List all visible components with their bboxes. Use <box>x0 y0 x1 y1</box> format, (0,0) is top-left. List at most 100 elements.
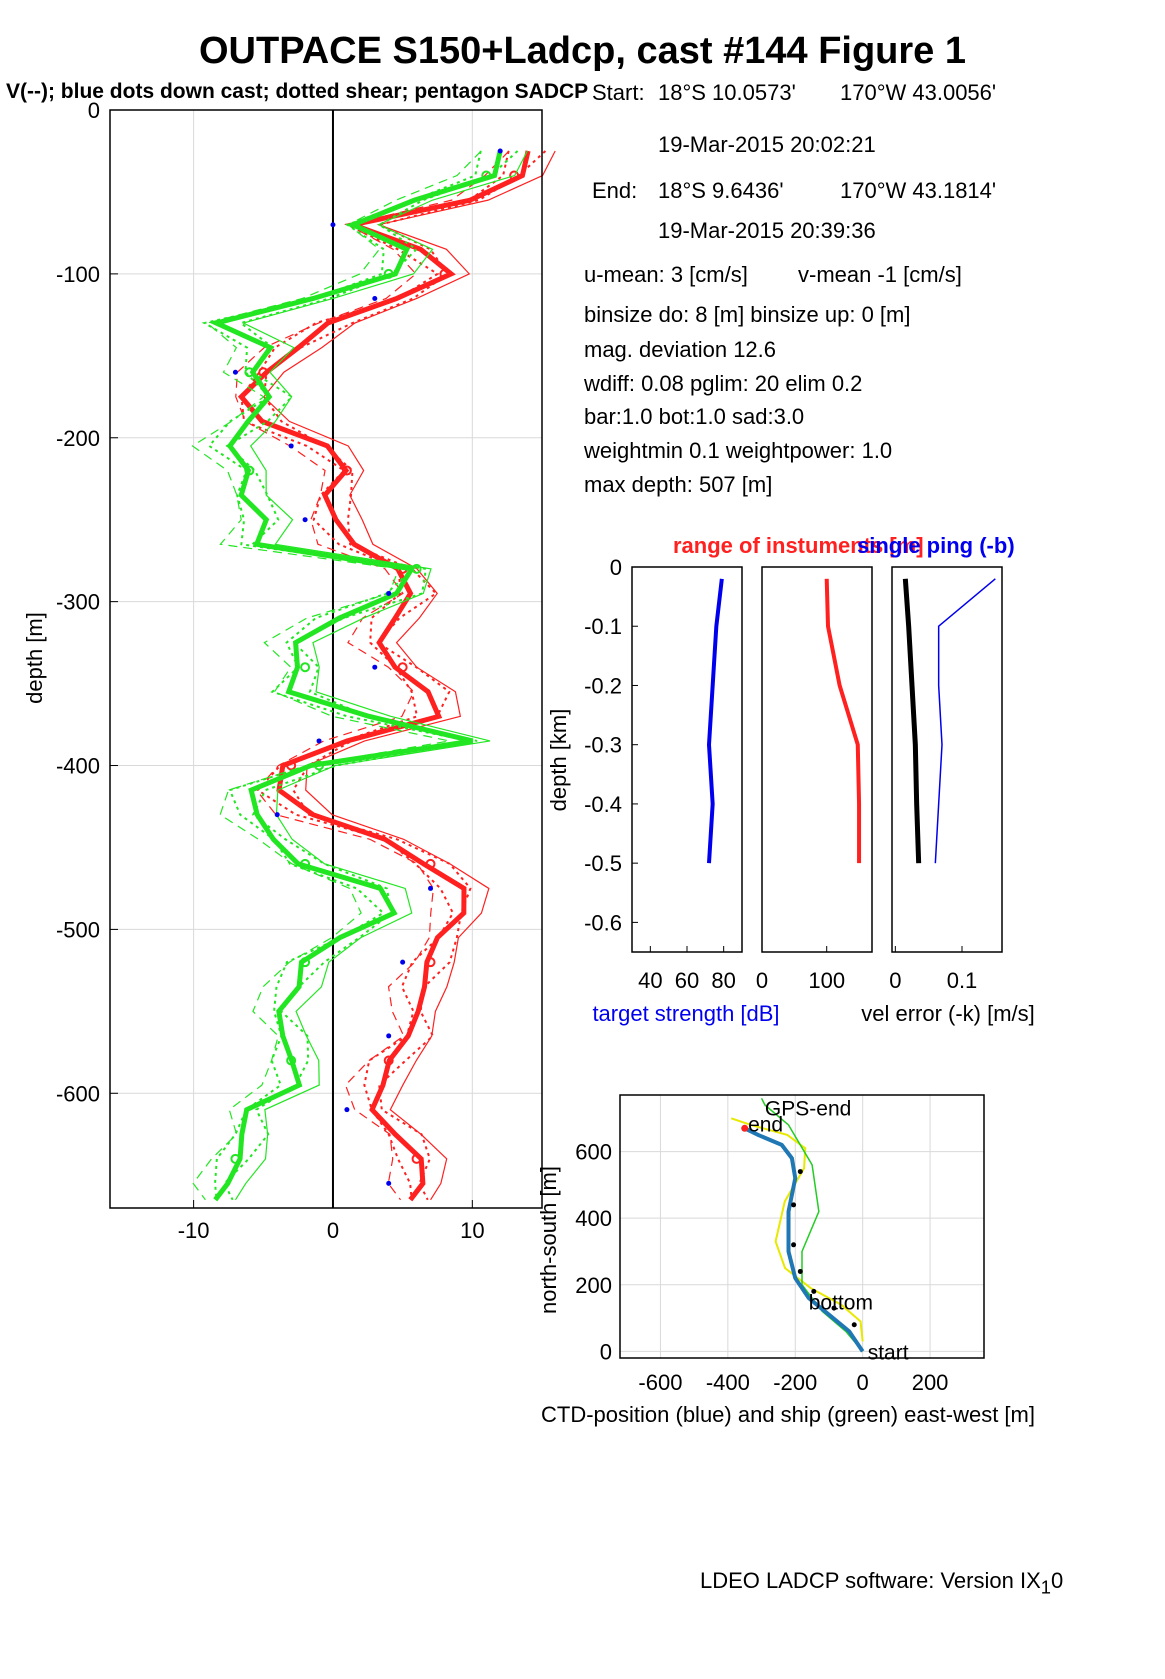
traj-xlabel: CTD-position (blue) and ship (green) eas… <box>541 1402 1035 1427</box>
software-version-tail: 0 <box>1050 1568 1064 1593</box>
figure-subtitle: V(--); blue dots down cast; dotted shear… <box>6 80 589 103</box>
profile-u-marker <box>439 268 450 279</box>
software-version-sub: 1 <box>1040 1576 1051 1598</box>
downcast-dot <box>428 885 434 891</box>
traj-marker-dot <box>797 1169 803 1175</box>
profile-v-marker <box>230 1153 241 1164</box>
traj-ytick-label: 200 <box>575 1273 612 1298</box>
main-axes-box <box>109 109 543 1209</box>
traj-xtick-label: 0 <box>857 1370 869 1395</box>
panel-xtick-label: 0.1 <box>947 968 978 993</box>
panel-ytick-label: -0.4 <box>584 792 622 817</box>
panel-xtick-label: 80 <box>711 968 735 993</box>
panel-axes-box <box>891 566 1003 953</box>
start-latitude: 18°S 10.0573' <box>658 80 796 105</box>
v-mean: v-mean -1 [cm/s] <box>798 262 962 287</box>
traj-ytick-label: 400 <box>575 1206 612 1231</box>
profile-v-marker <box>286 1055 297 1066</box>
profile-u-marker <box>341 465 352 476</box>
panel-single_ping-line <box>934 578 996 864</box>
profile-u-marker <box>509 170 520 181</box>
downcast-dot <box>232 369 238 375</box>
traj-axes-box <box>619 1094 985 1359</box>
profile-u-marker <box>425 858 436 869</box>
profile-u-line <box>237 150 531 1202</box>
panel-axes-box <box>761 566 873 953</box>
main-ytick-label: -200 <box>56 426 100 451</box>
profile-v-marker <box>314 760 325 771</box>
traj-marker-dot <box>851 1322 857 1328</box>
traj-end-marker <box>741 1124 749 1132</box>
profile-u-marker <box>258 367 269 378</box>
profile-u-line <box>240 150 510 1200</box>
panel-ytick-label: -0.5 <box>584 851 622 876</box>
panel-xtick-label: 40 <box>638 968 662 993</box>
traj-xtick-label: -400 <box>706 1370 750 1395</box>
profile-v-line <box>191 150 482 1201</box>
downcast-dot <box>497 148 503 154</box>
traj-label-end: end <box>748 1114 783 1137</box>
ctd-track-line <box>743 1126 865 1353</box>
main-ylabel: depth [m] <box>22 612 47 704</box>
traj-xtick-label: -200 <box>773 1370 817 1395</box>
panel-ytick-label: -0.3 <box>584 733 622 758</box>
traj-label-bottom: bottom <box>809 1291 873 1314</box>
profile-v-marker <box>300 957 311 968</box>
downcast-dot <box>386 590 392 596</box>
end-label: End: <box>592 178 638 203</box>
profile-v-marker <box>244 465 255 476</box>
downcast-dot <box>372 295 378 301</box>
panel-xtick-label: 100 <box>808 968 845 993</box>
downcast-dot <box>344 1107 350 1113</box>
traj-marker-dot <box>831 1305 837 1311</box>
traj-xtick-label: -600 <box>638 1370 682 1395</box>
profile-u-marker <box>397 662 408 673</box>
main-ytick-label: -100 <box>56 262 100 287</box>
main-ytick-label: -400 <box>56 754 100 779</box>
start-time: 19-Mar-2015 20:02:21 <box>658 132 876 157</box>
panel-xtick-label: 0 <box>756 968 768 993</box>
downcast-dot <box>372 664 378 670</box>
software-version: LDEO LADCP software: Version IX10 <box>700 1568 1063 1598</box>
panel-ytick-label: -0.6 <box>584 910 622 935</box>
downcast-dot <box>288 443 294 449</box>
profile-u-marker <box>383 1055 394 1066</box>
panel-ytick-label: -0.1 <box>584 614 622 639</box>
end-longitude: 170°W 43.1814' <box>840 178 997 203</box>
downcast-dot <box>316 738 322 744</box>
panel-title-range: range of instuments [m] <box>673 533 924 558</box>
traj-ytick-label: 0 <box>600 1339 612 1364</box>
binsize-info: binsize do: 8 [m] binsize up: 0 [m] <box>584 302 911 327</box>
profile-v-line <box>208 150 503 1202</box>
downcast-dot <box>400 959 406 965</box>
profile-v-line <box>201 150 482 1200</box>
profile-u-line <box>263 150 547 1201</box>
panel-ytick-label: -0.2 <box>584 673 622 698</box>
traj-xtick-label: 200 <box>912 1370 949 1395</box>
end-latitude: 18°S 9.6436' <box>658 178 784 203</box>
downcast-dot <box>302 517 308 523</box>
panel-xtick-label: 0 <box>889 968 901 993</box>
main-xtick-label: 0 <box>327 1218 339 1243</box>
main-ytick-label: 0 <box>88 98 100 123</box>
weight-info: weightmin 0.1 weightpower: 1.0 <box>584 438 893 463</box>
main-xtick-label: 10 <box>460 1218 484 1243</box>
panel-ytick-label: 0 <box>610 555 622 580</box>
panel-axes-box <box>631 566 743 953</box>
downcast-dot <box>274 812 280 818</box>
traj-marker-dot <box>791 1242 797 1248</box>
profile-u-line <box>235 150 510 1201</box>
panel-xlabel-target: target strength [dB] <box>592 1001 779 1026</box>
max-depth: max depth: 507 [m] <box>584 472 773 497</box>
profile-u-marker <box>286 760 297 771</box>
panel-xtick-label: 60 <box>675 968 699 993</box>
panel-ylabel: depth [km] <box>546 709 571 812</box>
software-version-text: LDEO LADCP software: Version IX <box>700 1568 1041 1593</box>
start-longitude: 170°W 43.0056' <box>840 80 997 105</box>
main-ytick-label: -500 <box>56 917 100 942</box>
panel-xlabel-velerror: vel error (-k) [m/s] <box>861 1001 1035 1026</box>
panel-target_strength-line <box>706 578 724 864</box>
main-ytick-label: -300 <box>56 590 100 615</box>
u-mean: u-mean: 3 [cm/s] <box>584 262 748 287</box>
